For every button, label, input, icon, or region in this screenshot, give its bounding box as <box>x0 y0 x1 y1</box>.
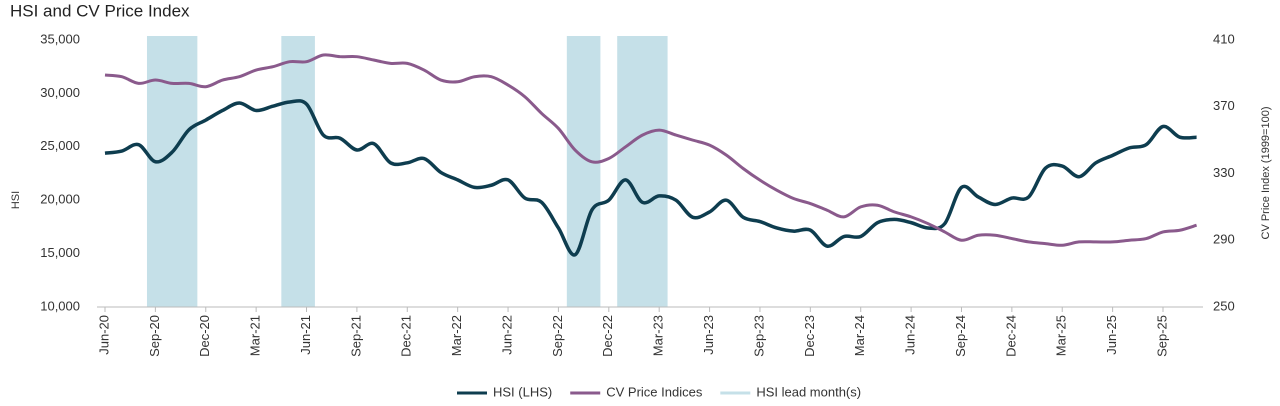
y-axis-title: HSI <box>10 191 22 209</box>
x-tick-label: Sep-21 <box>348 315 363 357</box>
chart-title: HSI and CV Price Index <box>10 1 190 20</box>
y-tick-label: 10,000 <box>40 298 80 313</box>
y-tick-label: 35,000 <box>40 31 80 46</box>
y2-tick-label: 290 <box>1213 232 1235 247</box>
x-tick-label: Dec-23 <box>802 315 817 357</box>
x-tick-label: Sep-22 <box>550 315 565 357</box>
y-tick-label: 30,000 <box>40 85 80 100</box>
y2-tick-label: 250 <box>1213 298 1235 313</box>
legend-label: HSI lead month(s) <box>756 384 861 399</box>
series-line <box>104 53 1198 247</box>
x-tick-label: Mar-24 <box>852 315 867 356</box>
y2-tick-label: 330 <box>1213 165 1235 180</box>
lead-band <box>617 36 668 307</box>
x-tick-label: Sep-20 <box>147 315 162 357</box>
y-tick-label: 20,000 <box>40 192 80 207</box>
x-tick-label: Jun-21 <box>298 315 313 355</box>
y-tick-label: 25,000 <box>40 138 80 153</box>
x-tick-label: Jun-24 <box>903 315 918 355</box>
y2-tick-label: 410 <box>1213 31 1235 46</box>
x-tick-label: Jun-22 <box>499 315 514 355</box>
x-tick-label: Jun-25 <box>1104 315 1119 355</box>
x-tick-label: Dec-21 <box>399 315 414 357</box>
x-tick-label: Mar-23 <box>651 315 666 356</box>
x-tick-label: Mar-22 <box>449 315 464 356</box>
series-line <box>104 99 1197 257</box>
y2-tick-label: 370 <box>1213 98 1235 113</box>
lead-band <box>146 36 198 307</box>
x-tick-label: Sep-23 <box>751 315 766 357</box>
x-tick-label: Sep-25 <box>1154 315 1169 357</box>
y2-axis-title: CV Price Index (1999=100) <box>1260 107 1272 240</box>
legend-label: HSI (LHS) <box>493 384 552 399</box>
x-tick-label: Jun-23 <box>701 315 716 355</box>
lead-band <box>281 36 315 307</box>
lead-band <box>566 36 601 307</box>
x-tick-label: Dec-24 <box>1003 315 1018 357</box>
x-tick-label: Dec-22 <box>600 315 615 357</box>
x-tick-label: Sep-24 <box>953 315 968 357</box>
x-tick-label: Mar-21 <box>248 315 263 356</box>
x-tick-label: Dec-20 <box>197 315 212 357</box>
y-tick-label: 15,000 <box>40 245 80 260</box>
legend-label: CV Price Indices <box>606 384 703 399</box>
x-tick-label: Jun-20 <box>96 315 111 355</box>
x-tick-label: Mar-25 <box>1054 315 1069 356</box>
